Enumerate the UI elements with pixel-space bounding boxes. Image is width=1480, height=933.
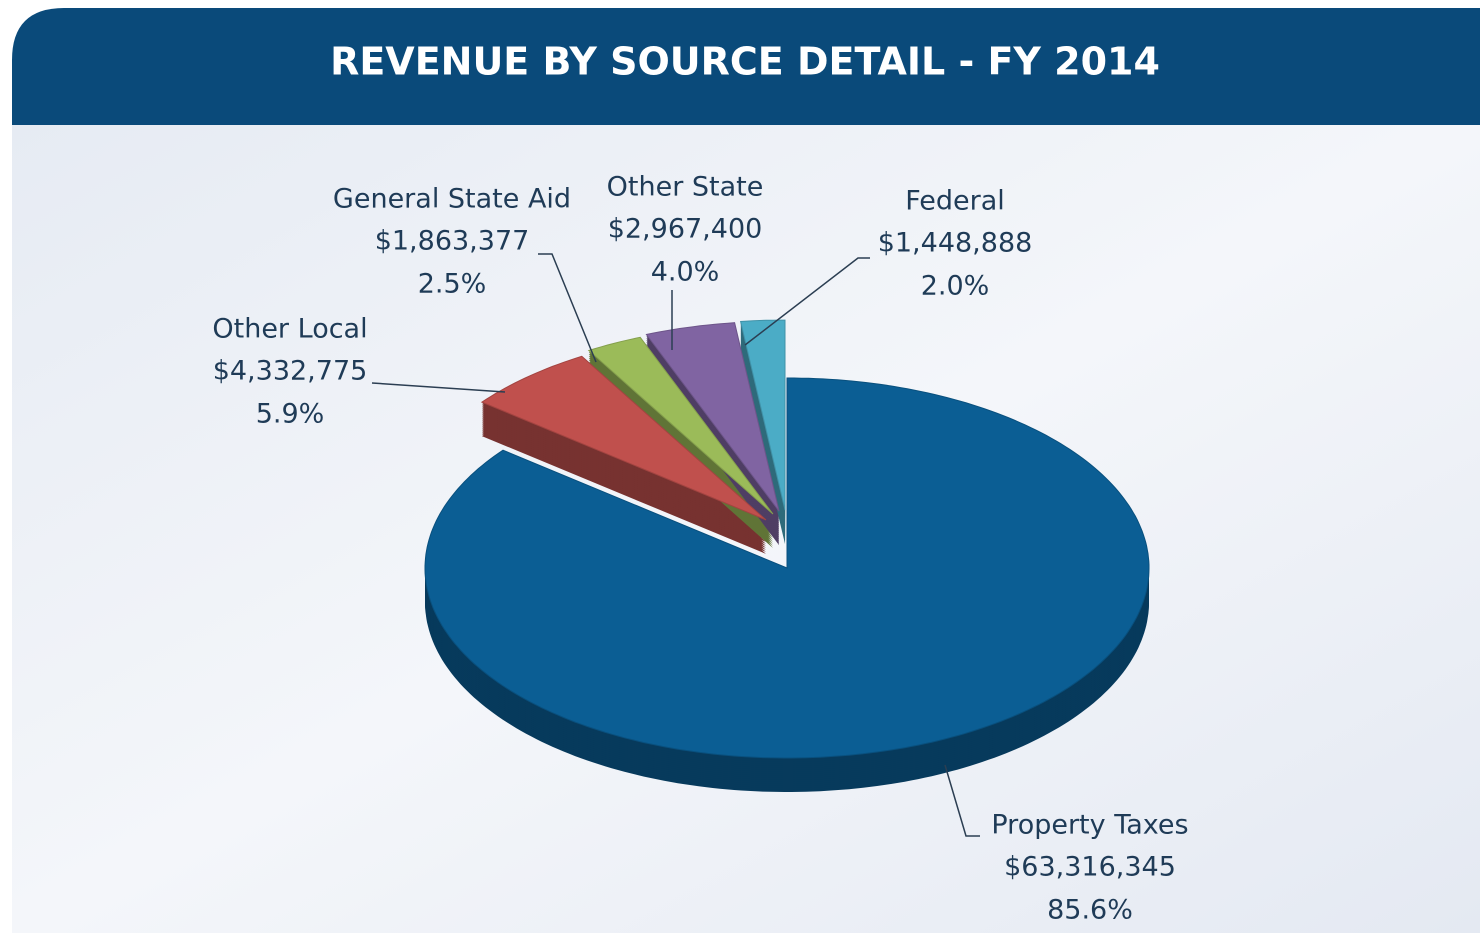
chart-title: REVENUE BY SOURCE DETAIL - FY 2014 [330, 40, 1160, 84]
labels: Property Taxes $63,316,345 85.6% Other Loca… [212, 172, 1188, 926]
leader-line [744, 257, 870, 346]
slice [587, 336, 774, 515]
leader-line [944, 764, 980, 837]
slice-percent: 2.0% [921, 271, 990, 302]
slice-value: $63,316,345 [1004, 852, 1176, 883]
slice-percent: 2.5% [418, 269, 487, 300]
slice [739, 319, 786, 511]
slice-percent: 85.6% [1047, 895, 1133, 926]
slice-name: Federal [905, 186, 1005, 217]
slice-percent: 4.0% [651, 257, 720, 288]
leader-line [538, 253, 597, 363]
slice-name: General State Aid [333, 184, 571, 215]
header-band [12, 8, 1480, 125]
slice-value: $2,967,400 [608, 214, 763, 245]
leader-line [371, 382, 506, 393]
slice-name: Other Local [212, 314, 367, 345]
slice-value: $4,332,775 [213, 356, 368, 387]
slice-value: $1,863,377 [375, 226, 530, 257]
slice-value: $1,448,888 [878, 228, 1033, 259]
slice [424, 377, 1150, 759]
pie [424, 319, 1150, 792]
slice [480, 355, 767, 521]
slice [645, 322, 780, 512]
slice-name: Other State [607, 172, 764, 203]
slice-percent: 5.9% [256, 399, 325, 430]
slice-name: Property Taxes [991, 810, 1188, 841]
